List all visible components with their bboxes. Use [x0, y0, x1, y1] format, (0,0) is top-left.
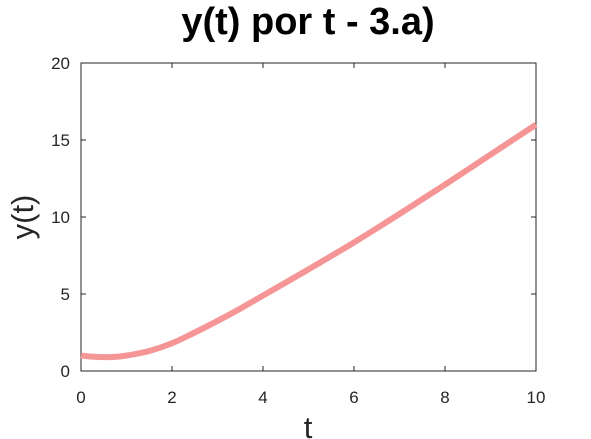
x-tick-label: 8 [440, 388, 449, 407]
x-axis-label: t [304, 410, 313, 439]
plot-area: 0 2 4 6 8 10 0 5 10 15 20 [51, 54, 545, 407]
x-tick-label: 0 [76, 388, 85, 407]
chart-title: y(t) por t - 3.a) [181, 1, 434, 43]
x-tick-label: 2 [167, 388, 176, 407]
y-tick-label: 10 [51, 208, 70, 227]
axes-box [81, 63, 536, 371]
y-axis-label: y(t) [5, 195, 40, 240]
x-tick-label: 4 [258, 388, 267, 407]
x-tick-label: 10 [527, 388, 546, 407]
y-tick-label: 20 [51, 54, 70, 73]
y-tick-label: 5 [61, 285, 70, 304]
x-tick-label: 6 [349, 388, 358, 407]
y-tick-label: 15 [51, 131, 70, 150]
y-tick-label: 0 [61, 362, 70, 381]
